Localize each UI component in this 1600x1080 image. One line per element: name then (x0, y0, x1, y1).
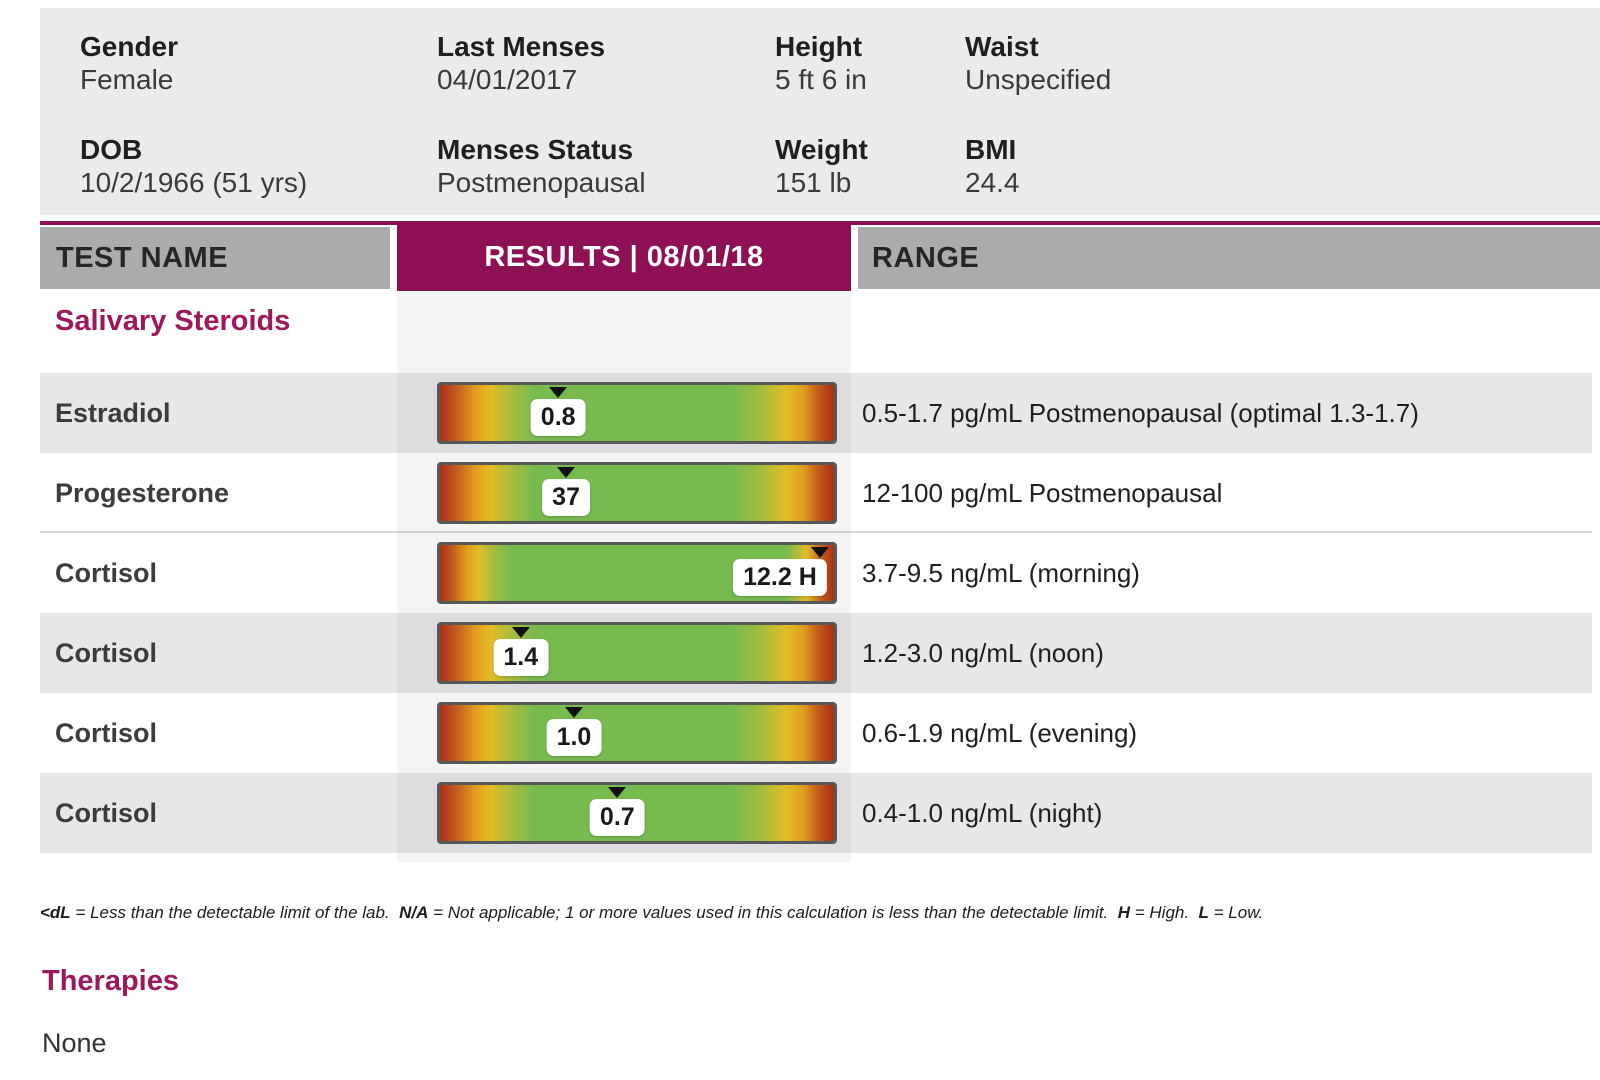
patient-info-label: Weight (775, 134, 868, 165)
result-marker-icon (549, 387, 568, 398)
section-heading-salivary-steroids: Salivary Steroids (55, 305, 291, 337)
patient-info-value: 5 ft 6 in (775, 64, 867, 95)
patient-info-value: 151 lb (775, 167, 852, 198)
table-row: Cortisol 0.7 0.4-1.0 ng/mL (night) (40, 773, 1592, 853)
result-marker-icon (564, 707, 583, 718)
table-row: Cortisol 1.4 1.2-3.0 ng/mL (noon) (40, 613, 1592, 693)
patient-info-cell: Waist Unspecified (965, 30, 1111, 96)
test-name: Cortisol (55, 637, 158, 668)
therapies-value: None (42, 1028, 107, 1058)
result-range-bar: 0.8 (437, 382, 837, 444)
patient-info-value: Unspecified (965, 64, 1112, 95)
results-table: Estradiol 0.8 0.5-1.7 pg/mL Postmenopaus… (40, 373, 1592, 853)
patient-info-label: Last Menses (437, 31, 606, 62)
footnote-abbrev-l: L (1198, 903, 1209, 922)
test-name: Cortisol (55, 557, 158, 588)
result-range-bar: 0.7 (437, 782, 837, 844)
result-range-bar: 12.2 H (437, 542, 837, 604)
patient-info-label: BMI (965, 134, 1017, 165)
footnote-text: = High. (1130, 903, 1199, 922)
result-value-badge: 0.8 (530, 399, 586, 436)
result-value-badge: 0.7 (589, 799, 645, 836)
footnote-text: = Less than the detectable limit of the … (70, 903, 400, 922)
patient-info-label: Menses Status (437, 134, 634, 165)
footnote-text: = Low. (1208, 903, 1264, 922)
result-marker-icon (557, 467, 576, 478)
result-marker-icon (608, 787, 627, 798)
patient-info-label: Gender (80, 31, 179, 62)
result-value-badge: 37 (542, 479, 590, 516)
patient-info-panel: Gender Female Last Menses 04/01/2017 Hei… (40, 8, 1600, 215)
patient-info-cell: Gender Female (80, 30, 178, 96)
result-range-bar: 1.4 (437, 622, 837, 684)
result-marker-icon (811, 547, 830, 558)
footnote-abbrev-na: N/A (399, 903, 429, 922)
table-row: Estradiol 0.8 0.5-1.7 pg/mL Postmenopaus… (40, 373, 1592, 453)
result-value-badge: 12.2 H (733, 559, 827, 596)
table-row: Cortisol 12.2 H 3.7-9.5 ng/mL (morning) (40, 531, 1592, 613)
patient-info-value: 10/2/1966 (51 yrs) (80, 167, 308, 198)
test-name: Progesterone (55, 477, 230, 508)
result-range-bar: 1.0 (437, 702, 837, 764)
legend-footnote: <dL = Less than the detectable limit of … (40, 903, 1592, 923)
test-name: Cortisol (55, 797, 158, 828)
patient-info-label: DOB (80, 134, 143, 165)
range-text: 1.2-3.0 ng/mL (noon) (862, 637, 1104, 668)
patient-info-cell: Menses Status Postmenopausal (437, 133, 646, 199)
header-top-rule (40, 221, 1600, 225)
test-name: Estradiol (55, 397, 171, 428)
column-header-range: RANGE (858, 227, 1600, 289)
footnote-text: = Not applicable; 1 or more values used … (428, 903, 1118, 922)
patient-info-cell: DOB 10/2/1966 (51 yrs) (80, 133, 307, 199)
patient-info-label: Waist (965, 31, 1039, 62)
result-value-badge: 1.4 (493, 639, 549, 676)
patient-info-value: Postmenopausal (437, 167, 646, 198)
result-range-bar: 37 (437, 462, 837, 524)
range-text: 0.4-1.0 ng/mL (night) (862, 797, 1103, 828)
table-row: Cortisol 1.0 0.6-1.9 ng/mL (evening) (40, 693, 1592, 773)
therapies-heading: Therapies (42, 965, 179, 997)
patient-info-value: 04/01/2017 (437, 64, 578, 95)
patient-info-cell: Weight 151 lb (775, 133, 868, 199)
table-row: Progesterone 37 12-100 pg/mL Postmenopau… (40, 453, 1592, 533)
footnote-abbrev-dl: <dL (40, 903, 71, 922)
range-text: 12-100 pg/mL Postmenopausal (862, 477, 1223, 508)
range-text: 0.5-1.7 pg/mL Postmenopausal (optimal 1.… (862, 397, 1419, 428)
range-text: 0.6-1.9 ng/mL (evening) (862, 717, 1138, 748)
range-text: 3.7-9.5 ng/mL (morning) (862, 557, 1140, 588)
patient-info-cell: BMI 24.4 (965, 133, 1020, 199)
column-header-test-name: TEST NAME (40, 227, 390, 289)
patient-info-value: Female (80, 64, 174, 95)
patient-info-label: Height (775, 31, 863, 62)
footnote-abbrev-h: H (1117, 903, 1131, 922)
patient-info-value: 24.4 (965, 167, 1020, 198)
column-header-results: RESULTS | 08/01/18 (397, 224, 851, 291)
result-value-badge: 1.0 (546, 719, 602, 756)
patient-info-cell: Last Menses 04/01/2017 (437, 30, 605, 96)
result-marker-icon (511, 627, 530, 638)
test-name: Cortisol (55, 717, 158, 748)
patient-info-cell: Height 5 ft 6 in (775, 30, 867, 96)
